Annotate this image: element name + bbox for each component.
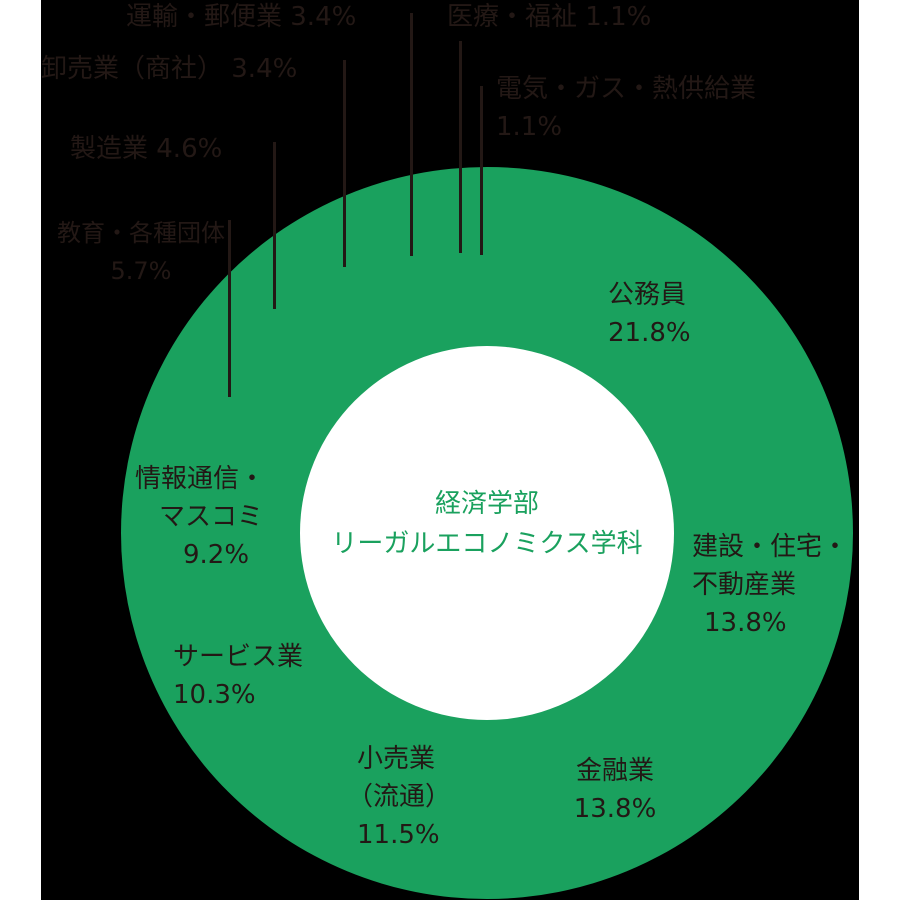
label-joho: 情報通信・ マスコミ 9.2% [135,460,265,574]
label-value: 11.5% [357,820,440,850]
label-name: サービス業 [173,642,304,672]
center-title: 経済学部 リーガルエコノミクス学科 [300,484,674,564]
label-value: 9.2% [183,540,250,570]
label-iryo: 医療・福祉 1.1% [447,2,652,32]
label-name-line1: 小売業 [357,744,436,774]
label-value: 21.8% [608,318,691,348]
label-kyoiku: 教育・各種団体 5.7% [56,214,226,290]
leader-line-kyoiku [228,220,231,397]
leader-line-denki [480,86,483,255]
label-name: 教育・各種団体 [57,219,225,247]
label-name-line2: 不動産業 [692,570,797,600]
leader-line-seizo [273,142,276,309]
center-title-line2: リーガルエコノミクス学科 [331,529,643,559]
label-value: 5.7% [110,257,172,285]
label-name-line2: マスコミ [159,502,264,532]
label-name: 金融業 [575,756,654,786]
label-value: 1.1% [496,112,563,142]
label-kinyu: 金融業 13.8% [560,752,670,828]
leader-line-oroshi [343,60,346,267]
label-denki: 電気・ガス・熱供給業 1.1% [496,70,756,146]
leader-line-unyu [410,13,413,256]
center-title-line1: 経済学部 [434,489,539,519]
label-name-line2: （流通） [347,782,452,812]
donut-hole [300,346,674,720]
label-name: 電気・ガス・熱供給業 [496,74,757,104]
label-kensetsu: 建設・住宅・ 不動産業 13.8% [692,528,848,642]
label-name: 公務員 [608,280,687,310]
label-value: 10.3% [173,680,256,710]
label-name-line1: 情報通信・ [135,464,266,494]
label-value: 13.8% [704,608,787,638]
label-name-line1: 建設・住宅・ [692,532,849,562]
label-seizo: 製造業 4.6% [70,134,223,164]
label-kouri: 小売業 （流通） 11.5% [347,740,451,854]
label-service: サービス業 10.3% [173,638,303,714]
label-oroshi: 卸売業（商社） 3.4% [41,54,298,84]
label-unyu: 運輸・郵便業 3.4% [126,2,357,32]
label-koumuin: 公務員 21.8% [608,276,691,352]
label-value: 13.8% [573,794,657,824]
leader-line-iryo [459,41,462,253]
